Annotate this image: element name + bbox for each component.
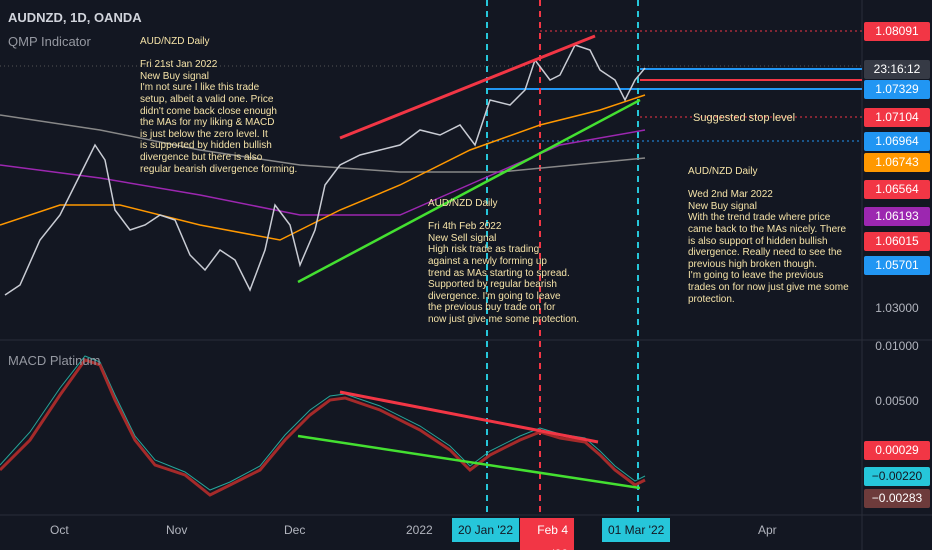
macd-label: 0.00029	[864, 441, 930, 460]
annotation: AUD/NZD Daily Fri 21st Jan 2022 New Buy si…	[140, 36, 297, 175]
macd-label: 0.01000	[875, 339, 919, 353]
time-label: 20 Jan '22	[452, 518, 520, 542]
annotation-line: With the trend trade where price	[688, 212, 831, 224]
time-label: Dec	[284, 523, 306, 537]
annotation-line: the MAs for my liking & MACD	[140, 117, 275, 129]
trend-line	[297, 98, 641, 284]
price-label: 1.06743	[864, 153, 930, 172]
trend-line	[339, 390, 599, 444]
annotation-line: is just below the zero level. It	[140, 128, 268, 140]
annotation-line: divergence. Really need to see the	[688, 247, 842, 259]
macd-label: 0.00500	[875, 394, 919, 408]
annotation-line: is also support of hidden bullish	[688, 235, 828, 247]
annotation-line: against a newly forming up	[428, 255, 547, 267]
annotation: AUD/NZD Daily Wed 2nd Mar 2022 New Buy sig…	[688, 166, 849, 305]
annotation-line: previous high broken though.	[688, 258, 817, 270]
annotation-line	[428, 210, 579, 222]
annotation-line: I'm going to leave the previous	[688, 270, 824, 282]
macd-title: MACD Platinum	[8, 353, 101, 368]
annotation-line: Fri 21st Jan 2022	[140, 59, 218, 71]
time-label: 2022	[406, 523, 433, 537]
annotation-line: New Sell signal	[428, 232, 497, 244]
price-label: 1.03000	[875, 301, 919, 315]
annotation-line: AUD/NZD Daily	[428, 198, 498, 209]
annotation-line: AUD/NZD Daily	[688, 166, 758, 177]
annotation-line: didn't come back close enough	[140, 105, 277, 117]
annotation-line: regular bearish divergence forming.	[140, 163, 298, 175]
macd-line	[0, 358, 646, 497]
stop-note: Suggested stop level	[693, 112, 796, 124]
annotation-line: divergence but there is also	[140, 151, 263, 163]
annotation-line	[688, 178, 849, 190]
annotation-line: divergence. I'm going to leave	[428, 290, 561, 302]
price-label: 1.06015	[864, 232, 930, 251]
time-label: 4 Feb '22	[520, 518, 574, 550]
annotation-line	[140, 48, 297, 60]
annotation-line: Wed 2nd Mar 2022	[688, 189, 773, 201]
indicator: QMP Indicator	[8, 34, 91, 49]
annotation-line: New Buy signal	[688, 200, 757, 212]
time-label: Nov	[166, 523, 188, 537]
trend-line	[339, 34, 596, 140]
price-label: 1.06193	[864, 207, 930, 226]
macd-signal	[0, 355, 646, 491]
annotation-line: protection.	[688, 293, 735, 305]
price-label: 1.06564	[864, 180, 930, 199]
annotation-line: AUD/NZD Daily	[140, 36, 210, 47]
annotation-line: High risk trade as trading	[428, 244, 540, 256]
symbol: AUDNZD, 1D, OANDA	[8, 10, 142, 25]
time-label: Oct	[50, 523, 69, 537]
time-label: 01 Mar '22	[602, 518, 671, 542]
ma-fast	[0, 94, 646, 241]
annotation-line: I'm not sure I like this trade	[140, 82, 260, 94]
annotation-line: the previous buy trade on for	[428, 302, 556, 314]
annotation-line: came back to the MAs nicely. There	[688, 223, 847, 235]
annotation: AUD/NZD Daily Fri 4th Feb 2022 New Sell si…	[428, 198, 579, 326]
price-label: 1.06964	[864, 132, 930, 151]
macd-label: −0.00283	[864, 489, 930, 508]
price-label: 1.08091	[864, 22, 930, 41]
price-line	[4, 44, 646, 296]
annotation-line: setup, albeit a valid one. Price	[140, 93, 274, 105]
trend-line	[297, 434, 641, 490]
time-label: Apr	[758, 523, 777, 537]
price-label: 23:16:12	[864, 60, 930, 79]
macd-label: −0.00220	[864, 467, 930, 486]
annotation-line: trades on for now just give me some	[688, 281, 849, 293]
annotation-line: now just give me some protection.	[428, 313, 580, 325]
price-label: 1.07329	[864, 80, 930, 99]
annotation-line: Supported by regular bearish	[428, 279, 557, 291]
annotation-line: New Buy signal	[140, 70, 209, 82]
price-label: 1.05701	[864, 256, 930, 275]
annotation-line: is supported by hidden bullish	[140, 140, 272, 152]
annotation-line: trend as MAs starting to spread.	[428, 267, 570, 279]
price-label: 1.07104	[864, 108, 930, 127]
annotation-line: Fri 4th Feb 2022	[428, 221, 502, 233]
